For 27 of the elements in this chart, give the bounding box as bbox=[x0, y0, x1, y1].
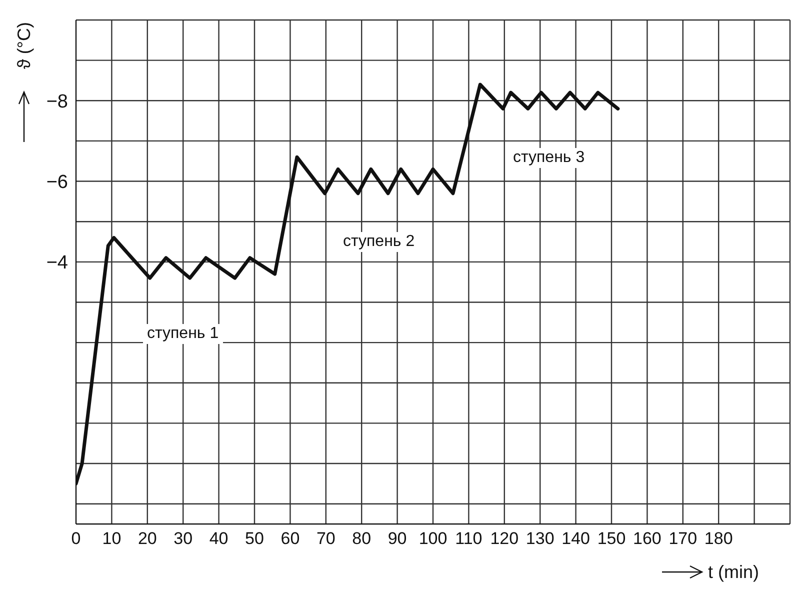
x-tick-label: 100 bbox=[418, 529, 448, 548]
x-tick-label: 80 bbox=[352, 529, 372, 548]
x-tick-label: 20 bbox=[138, 529, 157, 548]
x-tick-label: 30 bbox=[174, 529, 193, 548]
x-tick-label: 50 bbox=[245, 529, 264, 548]
x-tick-label: 140 bbox=[562, 529, 590, 548]
y-tick-label: −8 bbox=[46, 91, 68, 112]
x-tick-label: 0 bbox=[71, 529, 81, 548]
y-tick-label: −4 bbox=[46, 252, 68, 274]
x-tick-label: 120 bbox=[490, 529, 519, 548]
y-tick-label: −6 bbox=[46, 172, 68, 194]
x-tick-label: 60 bbox=[280, 529, 300, 548]
annotation: ступень 2 bbox=[339, 232, 419, 252]
x-tick-label: 70 bbox=[316, 529, 336, 548]
x-tick-label: 170 bbox=[668, 529, 698, 548]
x-tick-label: 130 bbox=[526, 529, 554, 548]
annotation: ступень 1 bbox=[143, 324, 223, 344]
x-axis-title: t (min) bbox=[708, 562, 759, 582]
annotation: ступень 3 bbox=[509, 148, 589, 168]
x-tick-label: 110 bbox=[455, 529, 482, 548]
x-tick-label: 10 bbox=[102, 529, 122, 548]
x-tick-label: 40 bbox=[209, 529, 228, 548]
y-axis-title: ϑ (°C) bbox=[14, 22, 34, 70]
x-tick-label: 90 bbox=[388, 529, 407, 548]
x-tick-label: 150 bbox=[597, 529, 626, 548]
x-tick-label: 180 bbox=[704, 529, 733, 548]
x-tick-label: 160 bbox=[633, 529, 662, 548]
